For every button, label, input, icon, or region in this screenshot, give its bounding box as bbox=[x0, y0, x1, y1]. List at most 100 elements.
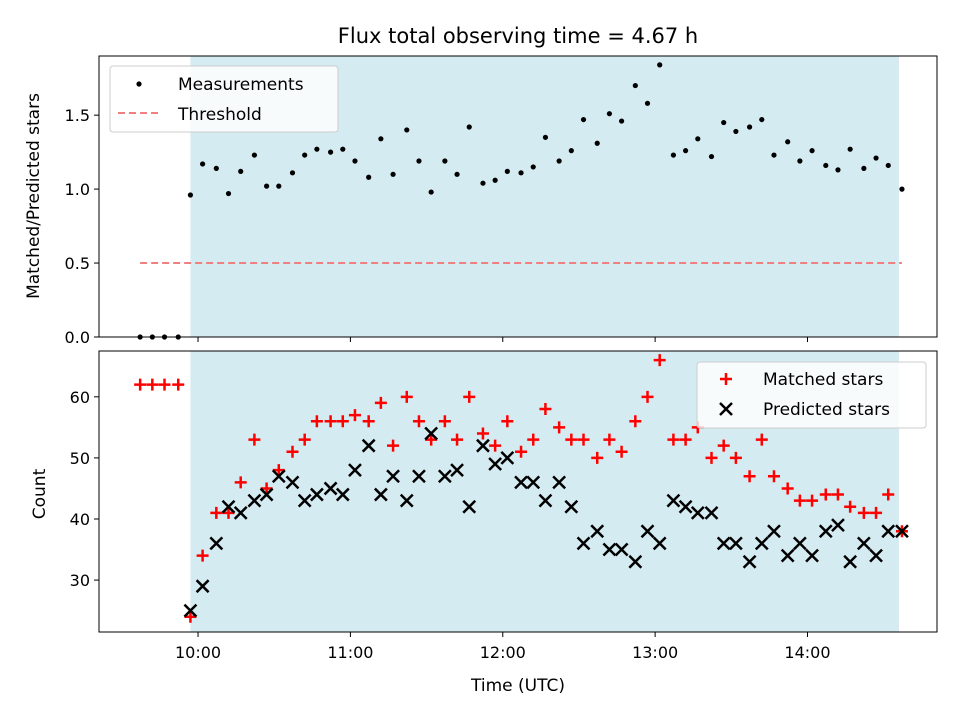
predicted-star-point bbox=[678, 499, 693, 514]
matched-star-point bbox=[781, 482, 794, 495]
predicted-star-point bbox=[233, 505, 248, 520]
matched-star-point bbox=[515, 445, 528, 458]
predicted-star-point bbox=[716, 536, 731, 551]
legend-predicted-marker bbox=[719, 402, 733, 416]
predicted-star-point bbox=[195, 579, 210, 594]
measurement-point bbox=[861, 165, 867, 171]
measurement-point bbox=[632, 82, 638, 89]
predicted-star-point bbox=[869, 548, 883, 563]
measurement-point bbox=[428, 189, 434, 195]
matched-star-point bbox=[134, 378, 147, 391]
matched-star-point bbox=[234, 476, 247, 489]
bottom-legend-box bbox=[696, 361, 927, 429]
predicted-star-point bbox=[742, 554, 757, 569]
matched-star-point bbox=[222, 506, 235, 519]
measurement-point bbox=[771, 152, 777, 158]
matched-star-point bbox=[767, 470, 780, 483]
matched-star-point bbox=[539, 403, 552, 416]
matched-star-point bbox=[667, 433, 680, 446]
top-legend: Measurements Threshold bbox=[109, 65, 339, 133]
predicted-star-point bbox=[361, 438, 376, 453]
predicted-star-point bbox=[450, 463, 464, 478]
chart-title: Flux total observing time = 4.67 h bbox=[338, 24, 698, 48]
measurement-point bbox=[708, 153, 715, 160]
measurement-point bbox=[238, 168, 244, 174]
predicted-star-point bbox=[297, 493, 312, 508]
measurement-point bbox=[264, 183, 270, 189]
matched-star-point bbox=[463, 390, 476, 403]
matched-star-point bbox=[298, 433, 311, 446]
predicted-star-point bbox=[690, 505, 705, 520]
legend-predicted-label: Predicted stars bbox=[763, 400, 890, 420]
measurement-point bbox=[187, 192, 194, 198]
top-axes-frame bbox=[98, 55, 938, 338]
predicted-star-point bbox=[552, 475, 567, 490]
predicted-star-point bbox=[323, 481, 338, 496]
predicted-star-point bbox=[881, 524, 896, 539]
predicted-star-point bbox=[728, 536, 743, 551]
measurement-point bbox=[606, 111, 613, 117]
legend-matched-marker bbox=[720, 373, 732, 385]
x-tick-label: 13:00 bbox=[632, 643, 678, 662]
predicted-star-point bbox=[805, 548, 819, 563]
measurement-point bbox=[404, 127, 410, 133]
measurement-point bbox=[327, 149, 334, 155]
measurement-point bbox=[466, 124, 472, 130]
matched-star-point bbox=[260, 482, 273, 495]
bottom-legend: Matched stars Predicted stars bbox=[696, 361, 927, 429]
predicted-star-point bbox=[780, 548, 795, 563]
matched-star-point bbox=[476, 427, 489, 440]
matched-star-point bbox=[310, 415, 323, 428]
measurement-point bbox=[289, 170, 296, 176]
predicted-star-point bbox=[602, 542, 617, 557]
matched-star-point bbox=[501, 415, 514, 428]
matched-star-point bbox=[336, 415, 349, 428]
matched-star-point bbox=[653, 354, 666, 367]
matched-star-point bbox=[362, 415, 375, 428]
matched-star-point bbox=[210, 506, 223, 519]
predicted-star-point bbox=[704, 505, 719, 520]
x-axis-label: Time (UTC) bbox=[470, 676, 565, 696]
matched-star-point bbox=[146, 378, 159, 391]
matched-star-point bbox=[831, 488, 844, 501]
predicted-star-point bbox=[476, 438, 490, 453]
predicted-star-point bbox=[500, 451, 515, 465]
matched-star-point bbox=[819, 488, 832, 501]
x-tick-label: 12:00 bbox=[480, 643, 526, 662]
measurement-point bbox=[340, 146, 346, 152]
matched-star-point bbox=[870, 506, 883, 519]
x-tick-label: 10:00 bbox=[175, 643, 221, 662]
measurement-point bbox=[530, 164, 536, 170]
top-y-ticks: 0.0 0.5 1.0 1.5 bbox=[65, 106, 99, 347]
measurement-point bbox=[390, 171, 396, 177]
predicted-star-point bbox=[247, 493, 262, 508]
matched-star-point bbox=[374, 396, 387, 409]
measurement-point bbox=[518, 170, 524, 176]
predicted-star-point bbox=[221, 499, 236, 514]
matched-star-point bbox=[400, 390, 413, 403]
matched-star-point bbox=[172, 378, 185, 391]
matched-star-point bbox=[793, 494, 806, 507]
measurement-point bbox=[721, 119, 727, 126]
measurement-point bbox=[200, 161, 206, 167]
measurement-point bbox=[492, 177, 498, 183]
measurement-point bbox=[619, 118, 625, 124]
predicted-star-point bbox=[576, 536, 591, 551]
bottom-x-ticks: 10:00 11:00 12:00 13:00 14:00 bbox=[175, 632, 831, 662]
top-y-axis-label: Matched/Predicted stars bbox=[24, 93, 44, 299]
matched-star-point bbox=[489, 439, 502, 452]
matched-star-point bbox=[272, 464, 285, 477]
y-tick-label: 0.0 bbox=[65, 328, 90, 347]
top-x-ticks bbox=[197, 337, 808, 342]
measurement-point bbox=[352, 158, 358, 164]
y-tick-label: 50 bbox=[70, 449, 90, 468]
predicted-star-point bbox=[526, 475, 541, 490]
predicted-star-point bbox=[538, 493, 553, 508]
predicted-star-point bbox=[285, 475, 300, 490]
measurement-point bbox=[823, 162, 829, 169]
measurement-point bbox=[542, 134, 549, 140]
matched-star-point bbox=[755, 433, 768, 446]
matched-star-point bbox=[882, 488, 895, 501]
predicted-star-point bbox=[856, 536, 871, 551]
matched-star-point bbox=[412, 415, 425, 428]
